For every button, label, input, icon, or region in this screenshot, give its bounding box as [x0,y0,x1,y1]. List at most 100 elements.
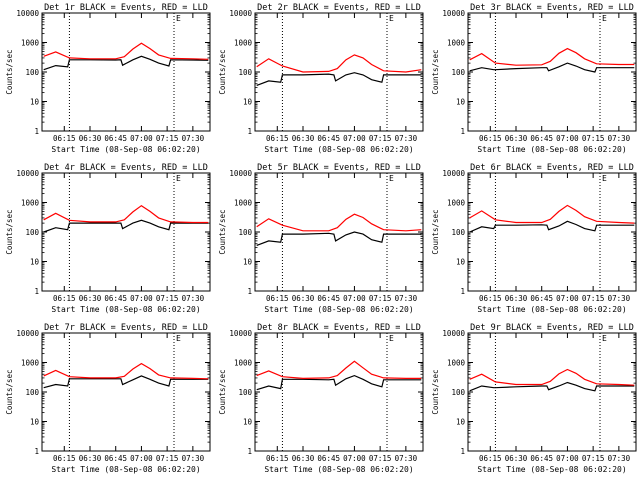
x-tick-label: 07:30 [395,294,418,303]
y-tick-label: 1000 [234,359,253,368]
y-tick-label: 10 [30,258,40,267]
y-tick-label: 10000 [16,9,39,18]
panel-det-7: Det 7r BLACK = Events, RED = LLD 1 10 100 10… [5,323,211,474]
y-tick-label: 1000 [21,199,40,208]
x-tick-label: 06:15 [53,134,76,143]
series-events-line [469,62,635,73]
y-tick-label: 1000 [234,199,253,208]
x-tick-label: 06:30 [79,294,102,303]
y-tick-label: 100 [451,228,465,237]
panel-det-6: Det 6r BLACK = Events, RED = LLD 1 10 100 10… [431,163,637,314]
y-tick-label: 10 [243,258,253,267]
series-events-line [256,374,422,391]
x-axis-label: Start Time (08-Sep-08 06:02:20) [477,465,626,474]
x-axis-label: Start Time (08-Sep-08 06:02:20) [264,305,413,314]
panel-title: Det 6r BLACK = Events, RED = LLD [470,163,634,173]
x-tick-label: 07:30 [608,294,631,303]
x-tick-label: 07:15 [156,454,179,463]
y-tick-label: 10000 [16,169,39,178]
y-tick-label: 100 [451,68,465,77]
x-tick-label: 07:30 [395,454,418,463]
plot-frame [254,172,424,292]
series-lld-line [469,204,635,224]
plot-frame [41,12,211,132]
y-tick-label: 100 [25,388,39,397]
corner-mark: E [389,14,394,23]
y-tick-label: 1 [460,127,465,136]
x-tick-label: 07:00 [556,294,579,303]
x-tick-label: 07:30 [608,134,631,143]
x-tick-label: 06:15 [266,454,289,463]
y-tick-label: 1 [247,127,252,136]
corner-mark: E [389,174,394,183]
y-tick-label: 10000 [16,329,39,338]
panel-det-8: Det 8r BLACK = Events, RED = LLD 1 10 100 10… [218,323,424,474]
series-lld-line [43,204,209,224]
x-tick-label: 06:45 [317,294,340,303]
x-tick-label: 06:45 [317,454,340,463]
x-tick-label: 06:30 [292,134,315,143]
corner-mark: E [176,334,181,343]
y-axis-label: Counts/sec [5,209,14,254]
y-tick-label: 1 [460,447,465,456]
x-tick-label: 07:15 [156,134,179,143]
x-tick-label: 06:15 [479,134,502,143]
x-tick-label: 06:30 [79,454,102,463]
panel-det-4: Det 4r BLACK = Events, RED = LLD 1 10 100 10… [5,163,211,314]
x-tick-label: 06:30 [292,294,315,303]
panel-det-2: Det 2r BLACK = Events, RED = LLD 1 10 100 10… [218,3,424,154]
series-lld-line [469,368,635,386]
x-tick-label: 06:15 [266,294,289,303]
x-tick-label: 07:30 [608,454,631,463]
y-axis-label: Counts/sec [431,209,440,254]
x-axis-label: Start Time (08-Sep-08 06:02:20) [51,145,200,154]
y-tick-label: 1 [247,287,252,296]
panel-det-9: Det 9r BLACK = Events, RED = LLD 1 10 100 10… [431,323,637,474]
panel-title: Det 1r BLACK = Events, RED = LLD [44,3,208,13]
y-axis-label: Counts/sec [5,49,14,94]
x-tick-label: 06:30 [292,454,315,463]
x-tick-label: 06:45 [104,454,127,463]
x-tick-label: 07:00 [130,294,153,303]
series-events-line [469,220,635,233]
y-tick-label: 10 [456,258,466,267]
corner-mark: E [389,334,394,343]
x-tick-label: 07:30 [182,454,205,463]
y-tick-label: 100 [238,228,252,237]
y-tick-label: 1000 [447,199,466,208]
series-lld-line [469,47,635,66]
x-tick-label: 06:45 [104,134,127,143]
y-tick-label: 10000 [229,329,252,338]
x-tick-label: 06:30 [505,454,528,463]
corner-mark: E [602,174,607,183]
y-tick-label: 10000 [229,169,252,178]
series-lld-line [256,213,422,232]
series-events-line [43,55,209,71]
panel-title: Det 9r BLACK = Events, RED = LLD [470,323,634,333]
y-tick-label: 10 [243,98,253,107]
y-tick-label: 100 [25,228,39,237]
panel-title: Det 8r BLACK = Events, RED = LLD [257,323,421,333]
y-tick-label: 100 [25,68,39,77]
y-tick-label: 1000 [234,39,253,48]
x-tick-label: 07:00 [343,294,366,303]
x-tick-label: 07:15 [369,454,392,463]
y-tick-label: 1 [34,287,39,296]
x-tick-label: 07:00 [343,134,366,143]
y-tick-label: 10 [243,418,253,427]
series-lld-line [43,42,209,60]
x-tick-label: 07:30 [182,294,205,303]
x-tick-label: 06:45 [530,294,553,303]
x-tick-label: 07:15 [369,294,392,303]
x-tick-label: 06:45 [104,294,127,303]
x-tick-label: 07:30 [395,134,418,143]
x-tick-label: 06:45 [317,134,340,143]
panel-det-3: Det 3r BLACK = Events, RED = LLD 1 10 100 10… [431,3,637,154]
corner-mark: E [176,174,181,183]
x-tick-label: 06:30 [79,134,102,143]
x-tick-label: 06:15 [479,294,502,303]
series-lld-line [256,360,422,380]
x-tick-label: 07:30 [182,134,205,143]
panel-title: Det 4r BLACK = Events, RED = LLD [44,163,208,173]
